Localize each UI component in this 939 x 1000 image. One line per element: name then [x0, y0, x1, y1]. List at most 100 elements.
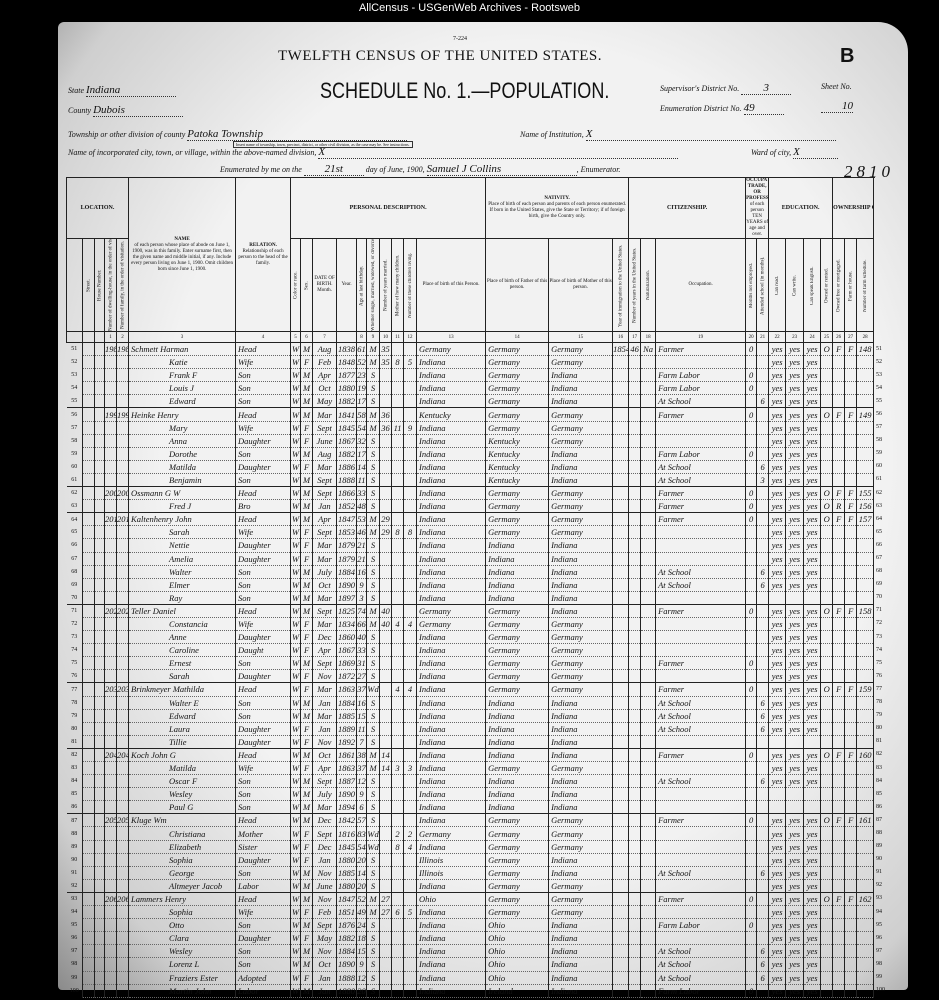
cell-color: W [290, 538, 302, 553]
right-line-number: 76 [876, 672, 882, 679]
cell-house-no [94, 734, 105, 749]
cell-immigration-year [612, 891, 630, 907]
right-line-number: 83 [876, 764, 882, 771]
cell-free-mortgaged [832, 918, 846, 933]
cell-farm-schedule-no: 161 [856, 813, 875, 828]
cell-months-unemployed: 0 [745, 983, 758, 998]
cell-naturalization [640, 800, 657, 815]
cell-birthplace: Indiana [416, 577, 487, 592]
cell-owned-rented [820, 931, 834, 946]
cell-can-write: yes [785, 472, 805, 488]
cell-farm-schedule-no [856, 944, 875, 959]
group-occupation: OCCUPATION, TRADE, OR PROFESSIONof each … [745, 177, 770, 239]
cell-line-no: 58 [71, 437, 78, 444]
cell-speaks-english: yes [803, 368, 822, 383]
cell-years-married [379, 433, 393, 448]
cell-birth-year: 1860 [336, 630, 358, 645]
right-line-number: 93 [876, 895, 882, 902]
table-row: 83 Matilda Wife W F Apr 1863 37 M 14 3 3 Indiana Germ… [67, 760, 875, 776]
cell-children-living [403, 472, 418, 488]
cell-father-birthplace: Ohio [485, 970, 550, 985]
cell-birth-month: Mar [312, 407, 338, 422]
cell-naturalization [640, 682, 657, 697]
cell-months-unemployed [745, 760, 758, 776]
county-field: County Dubois [68, 104, 184, 117]
cell-father-birthplace: Indiana [485, 800, 550, 815]
cell-father-birthplace: Germany [485, 630, 550, 645]
cell-free-mortgaged: F [832, 813, 846, 828]
cell-house-no [94, 564, 105, 579]
cell-name: Altmeyer Jacob [128, 878, 237, 893]
cell-dwelling-no [104, 931, 117, 946]
cell-years-in-us [628, 512, 642, 527]
cell-marital-status: S [366, 551, 381, 566]
cell-age: 9 [356, 957, 368, 972]
cell-birth-month: Mar [312, 590, 338, 605]
cell-house-no [94, 813, 105, 828]
cell-free-mortgaged [832, 931, 846, 946]
column-number-children-living: 12 [403, 331, 418, 343]
cell-farm-schedule-no [856, 433, 875, 448]
cell-months-unemployed [745, 734, 758, 749]
cell-years-married: 40 [379, 616, 393, 632]
cell-sex: M [300, 695, 314, 710]
cell-color: W [290, 643, 302, 658]
cell-birth-year: 1816 [336, 826, 358, 841]
cell-children-born [391, 891, 405, 907]
cell-occupation: At School [655, 577, 747, 592]
cell-can-read [768, 590, 787, 605]
cell-years-in-us [628, 433, 642, 448]
cell-color: W [290, 970, 302, 985]
cell-speaks-english: yes [803, 983, 822, 998]
cell-color: W [290, 368, 302, 383]
cell-can-read: yes [768, 918, 787, 933]
cell-birth-month: Sept [312, 774, 338, 789]
cell-free-mortgaged [832, 381, 846, 396]
cell-birth-year: 1888 [336, 970, 358, 985]
cell-birthplace: Indiana [416, 760, 487, 776]
cell-family-no [115, 878, 130, 893]
cell-dwelling-no [104, 944, 117, 959]
cell-marital-status: S [366, 433, 381, 448]
cell-marital-status: M [366, 341, 381, 357]
cell-family-no [115, 525, 130, 540]
cell-free-mortgaged [832, 944, 846, 959]
cell-children-living [403, 564, 418, 579]
cell-name: Edward [128, 394, 237, 409]
cell-marital-status: S [366, 878, 381, 893]
cell-free-mortgaged [832, 695, 846, 710]
cell-color: W [290, 852, 302, 867]
cell-birth-year: 1825 [336, 603, 358, 618]
cell-naturalization [640, 459, 657, 474]
cell-speaks-english: yes [803, 695, 822, 710]
cell-mother-birthplace: Germany [548, 669, 614, 684]
cell-naturalization [640, 355, 657, 370]
group-nativity: NATIVITY. Place of birth of each person a… [485, 177, 630, 239]
cell-can-read: yes [768, 368, 787, 383]
enumerator-label: , Enumerator. [576, 165, 621, 174]
column-number-farm-house: 27 [844, 331, 858, 343]
cell-street [82, 891, 95, 907]
cell-immigration-year: 1854 [612, 341, 630, 357]
cell-birthplace: Indiana [416, 983, 487, 998]
right-line-number: 58 [876, 437, 882, 444]
cell-relation: Daughter [235, 734, 292, 749]
cell-sex: F [300, 852, 314, 867]
cell-father-birthplace: Germany [485, 760, 550, 776]
cell-mother-birthplace: Indiana [548, 747, 614, 763]
cell-children-born [391, 407, 405, 422]
cell-immigration-year [612, 905, 630, 920]
cell-mother-birthplace: Indiana [548, 381, 614, 396]
cell-birth-month: Mar [312, 616, 338, 632]
cell-school-months: 6 [756, 957, 770, 972]
cell-house-no [94, 407, 105, 422]
cell-dwelling-no [104, 616, 117, 632]
cell-line-no: 99 [71, 974, 78, 981]
cell-farm-house [844, 616, 858, 632]
cell-sex: M [300, 983, 314, 998]
cell-birthplace: Indiana [416, 656, 487, 671]
cell-birth-month: Mar [312, 708, 338, 723]
cell-house-no [94, 905, 105, 920]
table-row: 51 198 198 Schmett Harman Head W M Aug 1838 61 M 35… [66, 341, 875, 357]
cell-family-no [115, 721, 130, 736]
